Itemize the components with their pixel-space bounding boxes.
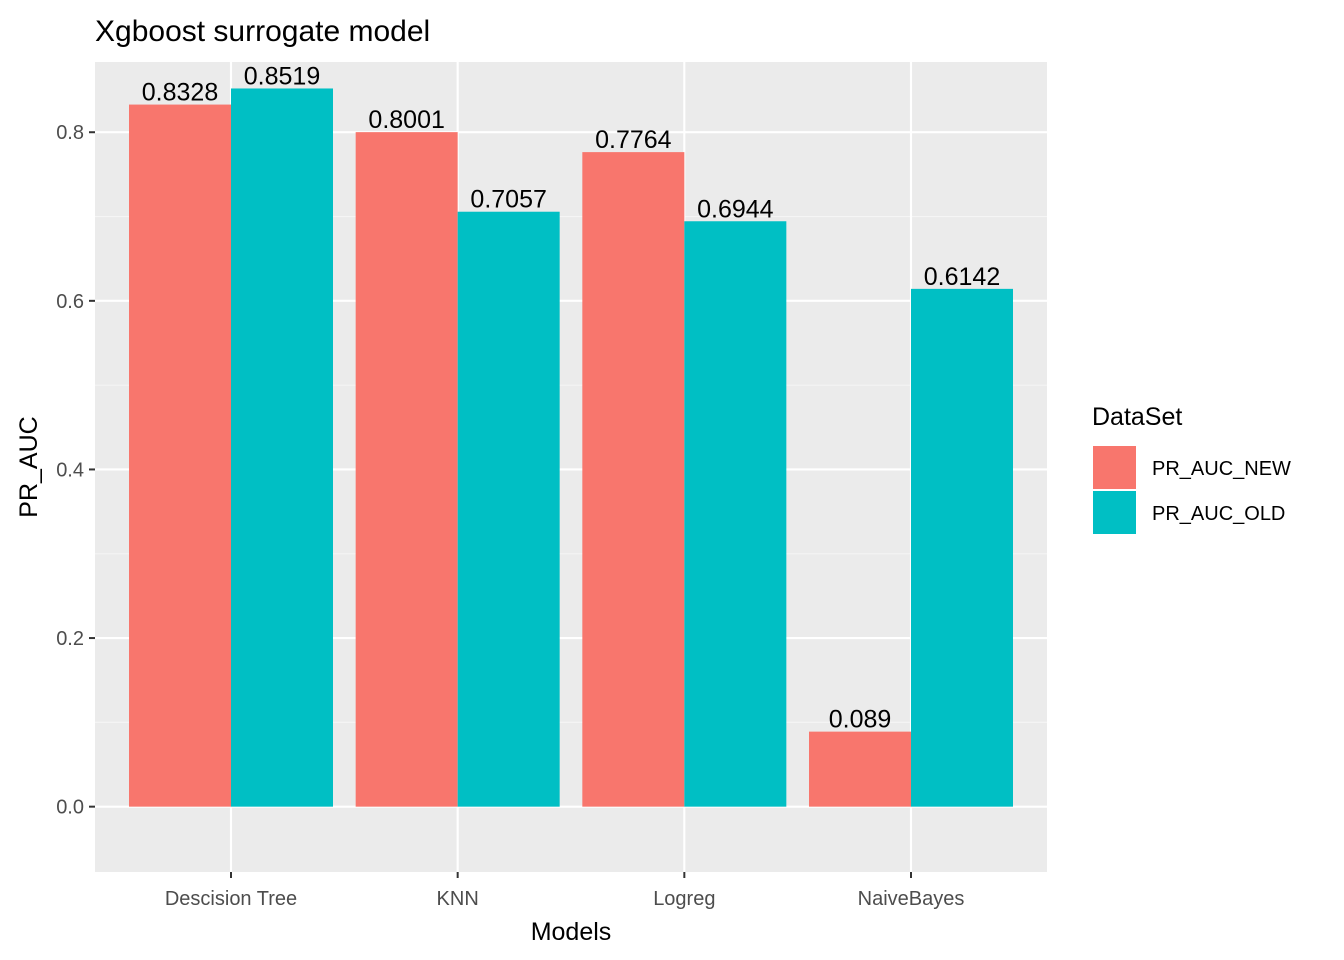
x-tick-label: NaiveBayes bbox=[858, 888, 965, 910]
bar-pr-auc-old bbox=[684, 221, 787, 807]
legend-key-pr-auc-old bbox=[1093, 491, 1136, 534]
legend-label: PR_AUC_OLD bbox=[1152, 503, 1285, 525]
bar-value-label: 0.7764 bbox=[595, 126, 672, 154]
legend-key-pr-auc-new bbox=[1093, 446, 1136, 489]
bar-pr-auc-new bbox=[355, 132, 458, 807]
y-axis: 0.0 0.2 0.4 0.6 0.8 bbox=[56, 122, 95, 819]
y-tick-label: 0.6 bbox=[56, 291, 84, 313]
bar-value-label: 0.8001 bbox=[368, 106, 444, 134]
chart-title: Xgboost surrogate model bbox=[95, 15, 430, 48]
y-axis-title: PR_AUC bbox=[15, 416, 43, 517]
bar-value-label: 0.8519 bbox=[244, 62, 320, 90]
x-axis: Descision Tree KNN Logreg NaiveBayes bbox=[165, 872, 965, 910]
bar-labels: 0.8328 0.8519 0.8001 0.7057 0.7764 0.6944 0.08… bbox=[142, 62, 1000, 733]
bars bbox=[129, 88, 1013, 807]
bar-pr-auc-old bbox=[457, 211, 560, 807]
y-tick-label: 0.4 bbox=[56, 459, 84, 481]
bar-pr-auc-old bbox=[911, 288, 1013, 807]
x-tick-label: Logreg bbox=[653, 888, 715, 910]
bar-value-label: 0.8328 bbox=[142, 79, 218, 107]
y-tick-label: 0.0 bbox=[56, 797, 84, 819]
bar-pr-auc-new bbox=[582, 152, 685, 807]
bar-value-label: 0.089 bbox=[829, 706, 892, 734]
bar-pr-auc-new bbox=[809, 731, 911, 807]
legend-title: DataSet bbox=[1092, 403, 1182, 431]
y-tick-label: 0.8 bbox=[56, 122, 84, 144]
x-axis-title: Models bbox=[531, 918, 612, 946]
legend-label: PR_AUC_NEW bbox=[1152, 458, 1291, 480]
bar-value-label: 0.6142 bbox=[924, 263, 1000, 291]
bar-pr-auc-old bbox=[231, 88, 333, 807]
bar-value-label: 0.7057 bbox=[470, 186, 546, 214]
x-tick-label: Descision Tree bbox=[165, 888, 297, 910]
y-tick-label: 0.2 bbox=[56, 628, 84, 650]
bar-pr-auc-new bbox=[129, 104, 231, 807]
legend: DataSet PR_AUC_NEW PR_AUC_OLD bbox=[1092, 403, 1291, 534]
x-tick-label: KNN bbox=[437, 888, 479, 910]
bar-value-label: 0.6944 bbox=[697, 195, 774, 223]
legend-items: PR_AUC_NEW PR_AUC_OLD bbox=[1093, 446, 1291, 534]
